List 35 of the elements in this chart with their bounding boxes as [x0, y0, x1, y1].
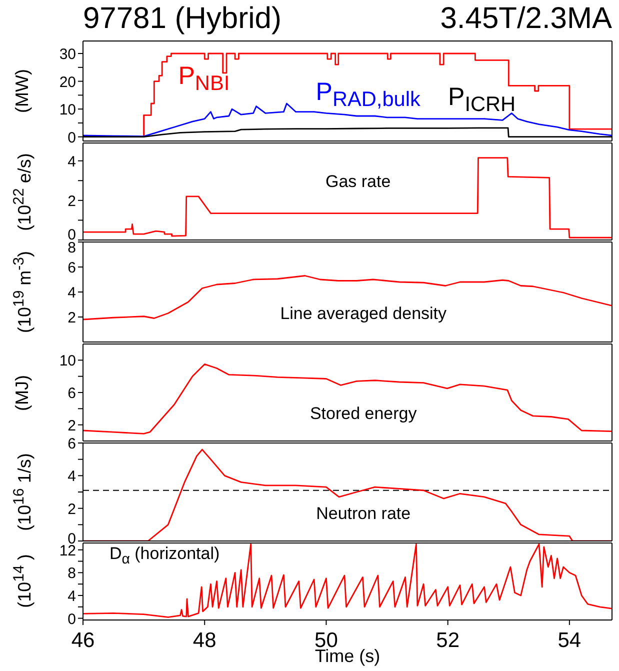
- annotation: Gas rate: [325, 172, 391, 192]
- y-tick-label: 0: [68, 610, 76, 628]
- y-tick-label: 4: [68, 284, 76, 302]
- y-tick-label: 2: [68, 310, 76, 326]
- x-tick-label: 46: [71, 629, 95, 652]
- y-tick-label: 4: [68, 588, 76, 605]
- x-tick-label: 52: [436, 629, 460, 652]
- y-tick-label: 30: [59, 46, 76, 63]
- series-label: P$_{RAD,bulk}$: [316, 78, 420, 113]
- series-label: P$_{ICRH}$: [448, 82, 516, 118]
- x-tick-label: 54: [558, 629, 582, 652]
- y-tick-label: 6: [68, 385, 76, 402]
- series-label: P$_{NBI}$: [178, 62, 230, 98]
- annotation: D$_{α}$ (horizontal): [109, 544, 220, 567]
- y-tick-label: 6: [68, 260, 76, 276]
- line-series: [83, 364, 612, 434]
- y-tick-label: 2: [68, 417, 76, 434]
- y-tick-label: 4: [68, 153, 76, 170]
- chart-subtitle: 3.45T/2.3MA: [440, 2, 612, 36]
- y-axis-title: (MJ): [12, 374, 32, 410]
- x-tick-label: 48: [192, 629, 216, 652]
- y-tick-label: 8: [68, 565, 76, 582]
- y-tick-label: 2: [68, 500, 76, 518]
- y-tick-label: 6: [68, 436, 76, 452]
- y-tick-label: 0: [68, 129, 76, 146]
- y-tick-label: 4: [68, 468, 76, 486]
- y-axis-title: (MW): [12, 69, 32, 113]
- annotation: Neutron rate: [316, 504, 411, 524]
- annotation: Stored energy: [310, 404, 417, 424]
- y-tick-label: 10: [59, 102, 76, 119]
- annotation: Line averaged density: [280, 304, 447, 324]
- chart-title: 97781 (Hybrid): [83, 2, 282, 36]
- y-tick-label: 20: [59, 74, 76, 91]
- y-tick-label: 10: [59, 352, 76, 370]
- y-tick-label: 2: [68, 192, 76, 210]
